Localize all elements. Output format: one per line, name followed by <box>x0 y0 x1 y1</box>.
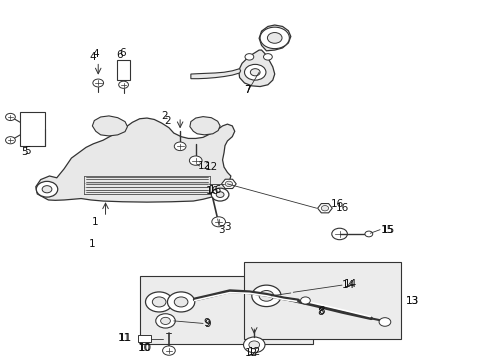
Polygon shape <box>36 118 234 202</box>
Text: 6: 6 <box>116 50 122 60</box>
Polygon shape <box>190 69 240 79</box>
Text: 5: 5 <box>24 146 31 156</box>
Text: 16: 16 <box>209 185 222 195</box>
Circle shape <box>189 156 202 165</box>
Text: 12: 12 <box>198 161 211 171</box>
Text: 16: 16 <box>205 186 219 196</box>
Circle shape <box>267 32 282 43</box>
Polygon shape <box>238 50 274 86</box>
Circle shape <box>248 341 259 349</box>
Circle shape <box>378 318 390 326</box>
Text: 7: 7 <box>244 85 251 95</box>
Text: 5: 5 <box>21 147 27 157</box>
Circle shape <box>160 317 170 324</box>
Text: 16: 16 <box>335 203 348 213</box>
Bar <box>117 60 130 80</box>
Bar <box>244 262 400 339</box>
Circle shape <box>243 337 264 353</box>
Circle shape <box>5 113 15 121</box>
Circle shape <box>36 181 58 197</box>
Text: 9: 9 <box>203 318 209 328</box>
Circle shape <box>364 231 372 237</box>
Text: 10: 10 <box>138 343 151 354</box>
Circle shape <box>5 137 15 144</box>
Text: 15: 15 <box>380 225 393 235</box>
Circle shape <box>300 297 310 304</box>
Circle shape <box>250 69 260 76</box>
Circle shape <box>211 217 225 227</box>
Circle shape <box>167 292 194 312</box>
Polygon shape <box>189 117 220 135</box>
Circle shape <box>174 297 187 307</box>
Circle shape <box>244 54 253 60</box>
Bar <box>138 335 151 342</box>
Circle shape <box>119 81 128 88</box>
Circle shape <box>93 79 103 87</box>
Circle shape <box>152 297 165 307</box>
Circle shape <box>162 346 175 355</box>
Circle shape <box>145 292 172 312</box>
Polygon shape <box>259 25 290 51</box>
Text: 15: 15 <box>381 225 394 235</box>
Circle shape <box>331 228 346 240</box>
Text: 1: 1 <box>89 239 96 249</box>
Polygon shape <box>221 179 236 189</box>
Text: 10: 10 <box>139 343 152 354</box>
Text: 4: 4 <box>89 52 96 62</box>
Circle shape <box>259 291 273 301</box>
Text: 8: 8 <box>317 307 324 317</box>
Text: 16: 16 <box>330 199 343 209</box>
Circle shape <box>156 314 175 328</box>
Bar <box>20 112 44 145</box>
Circle shape <box>321 206 328 211</box>
Bar <box>140 276 312 344</box>
Text: 2: 2 <box>161 111 167 121</box>
Text: 6: 6 <box>119 48 125 58</box>
Text: 12: 12 <box>204 162 217 172</box>
Text: 11: 11 <box>118 333 131 343</box>
Circle shape <box>263 54 272 60</box>
Text: 13: 13 <box>405 296 418 306</box>
Text: 4: 4 <box>92 49 99 59</box>
Text: 9: 9 <box>204 319 211 329</box>
Text: 12: 12 <box>244 348 258 358</box>
Circle shape <box>225 181 232 186</box>
Text: 14: 14 <box>343 279 356 289</box>
Text: 3: 3 <box>217 225 224 235</box>
Text: 3: 3 <box>224 222 230 232</box>
Polygon shape <box>92 116 127 136</box>
Text: 14: 14 <box>341 280 355 290</box>
Polygon shape <box>317 203 331 213</box>
Circle shape <box>260 27 289 49</box>
Text: 12: 12 <box>247 347 260 357</box>
Text: 2: 2 <box>164 116 171 126</box>
Text: 7: 7 <box>244 85 251 95</box>
Text: 11: 11 <box>119 333 132 343</box>
Circle shape <box>244 64 265 80</box>
Circle shape <box>174 142 185 150</box>
Circle shape <box>251 285 281 307</box>
Text: 1: 1 <box>91 217 98 227</box>
Text: 13: 13 <box>405 296 418 306</box>
Circle shape <box>211 188 228 201</box>
Text: 8: 8 <box>318 306 325 316</box>
Circle shape <box>42 186 52 193</box>
Circle shape <box>216 192 224 198</box>
